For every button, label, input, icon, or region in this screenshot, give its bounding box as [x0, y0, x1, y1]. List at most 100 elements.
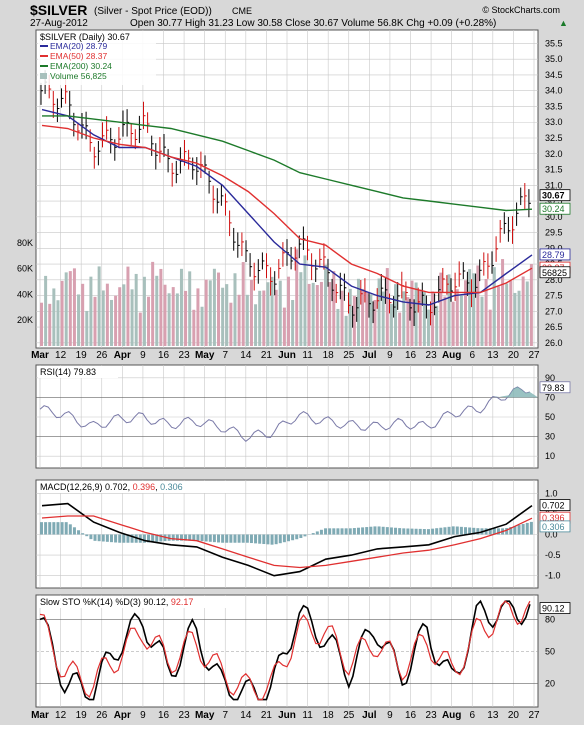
volume-bar: [505, 284, 508, 346]
volume-bar: [44, 276, 47, 346]
volume-tick-label: 60K: [17, 264, 33, 274]
volume-bar: [221, 288, 224, 346]
macd-hist-bar: [361, 527, 364, 534]
macd-hist-bar: [271, 535, 274, 545]
volume-bar: [164, 285, 167, 346]
volume-bar: [369, 294, 372, 346]
ema50-legend: EMA(50) 28.37: [50, 51, 107, 61]
x-tick-label: 7: [222, 350, 228, 361]
rsi-legend: RSI(14) 79.83: [38, 366, 118, 378]
y-tick-label: 31.0: [545, 180, 563, 190]
macd-legend: MACD(12,26,9) 0.702, 0.396, 0.306: [38, 481, 243, 493]
macd-signal-value: 0.396: [133, 482, 156, 492]
macd-hist-bar: [423, 529, 426, 534]
macd-hist-bar: [61, 522, 64, 534]
x-tick-label: 21: [261, 350, 273, 361]
volume-bar: [415, 282, 418, 346]
volume-bar: [188, 271, 191, 346]
macd-tick-label: -0.5: [545, 550, 561, 560]
macd-hist-bar: [48, 522, 51, 534]
macd-hist-bar: [303, 535, 306, 537]
macd-hist-bar: [530, 522, 533, 535]
sto-k-value: 90.12: [143, 597, 166, 607]
volume-bar: [65, 272, 68, 346]
date-label: 27-Aug-2012: [30, 18, 88, 29]
x-tick-label: 23: [426, 710, 438, 721]
volume-bar: [201, 307, 204, 346]
volume-bar: [283, 308, 286, 346]
x-tick-label: Mar: [31, 710, 49, 721]
x-tick-label: 20: [508, 350, 520, 361]
macd-hist-bar: [258, 535, 261, 544]
macd-hist-bar: [419, 529, 422, 535]
macd-hist-bar: [266, 535, 269, 545]
macd-hist-bar: [353, 528, 356, 534]
price-tag: 56825: [542, 268, 567, 278]
macd-hist-bar: [452, 526, 455, 534]
volume-bar: [217, 273, 220, 346]
macd-hist-bar: [427, 529, 430, 534]
macd-hist-bar: [65, 522, 68, 534]
macd-hist-bar: [213, 535, 216, 543]
sto-legend-title: Slow STO %K(14) %D(3) 90.12, 92.17: [40, 597, 193, 607]
volume-bar: [176, 293, 179, 346]
volume-bar: [102, 290, 105, 346]
volume-bar: [89, 277, 92, 346]
macd-hist-bar: [431, 529, 434, 535]
volume-bar: [180, 269, 183, 346]
x-tick-label: 16: [405, 710, 417, 721]
volume-bar: [480, 297, 483, 346]
volume-bar: [151, 262, 154, 346]
volume-bar: [147, 297, 150, 346]
x-tick-label: 23: [426, 350, 438, 361]
x-tick-label: 19: [76, 350, 88, 361]
macd-hist-bar: [81, 533, 84, 534]
macd-hist-bar: [283, 535, 286, 543]
volume-bar: [213, 269, 216, 346]
macd-hist-bar: [110, 535, 113, 543]
volume-bar: [419, 290, 422, 346]
x-tick-label: Mar: [31, 350, 49, 361]
volume-bar: [378, 279, 381, 346]
macd-hist-bar: [328, 528, 331, 534]
macd-hist-bar: [320, 530, 323, 535]
macd-value: 0.702: [105, 482, 128, 492]
macd-hist-bar: [411, 529, 414, 535]
macd-hist-bar: [460, 527, 463, 535]
volume-bar: [489, 310, 492, 346]
volume-bar: [246, 295, 249, 346]
volume-bar: [431, 291, 434, 346]
volume-bar: [81, 284, 84, 346]
x-tick-label: 6: [469, 710, 475, 721]
volume-tick-label: 40K: [17, 289, 33, 299]
exchange-label: CME: [232, 6, 252, 16]
volume-bar: [172, 287, 175, 346]
x-tick-label: 20: [508, 710, 520, 721]
volume-bar: [106, 284, 109, 346]
x-tick-label: 25: [343, 710, 355, 721]
volume-bar: [126, 267, 129, 346]
volume-bar: [69, 271, 72, 346]
volume-bar: [48, 304, 51, 346]
macd-hist-bar: [299, 535, 302, 539]
volume-bar: [52, 288, 55, 346]
x-tick-label: Apr: [114, 350, 131, 361]
price-legend: $SILVER (Daily) 30.67 EMA(20) 28.79 EMA(…: [38, 31, 156, 85]
macd-hist-bar: [217, 535, 220, 543]
macd-hist-bar: [522, 524, 525, 535]
macd-label: MACD(12,26,9): [40, 482, 105, 492]
y-tick-label: 32.0: [545, 149, 563, 159]
x-tick-label: 14: [240, 350, 252, 361]
volume-bar: [328, 282, 331, 346]
macd-hist-bar: [341, 528, 344, 534]
macd-hist-bar: [398, 528, 401, 534]
x-tick-label: Aug: [442, 710, 461, 721]
volume-bar: [526, 281, 529, 346]
macd-hist-bar: [279, 535, 282, 544]
volume-bar: [439, 273, 442, 346]
symbol-title: $SILVER: [30, 2, 87, 18]
sto-d-value: 92.17: [171, 597, 194, 607]
macd-hist-bar: [336, 528, 339, 534]
volume-bar: [242, 262, 245, 346]
